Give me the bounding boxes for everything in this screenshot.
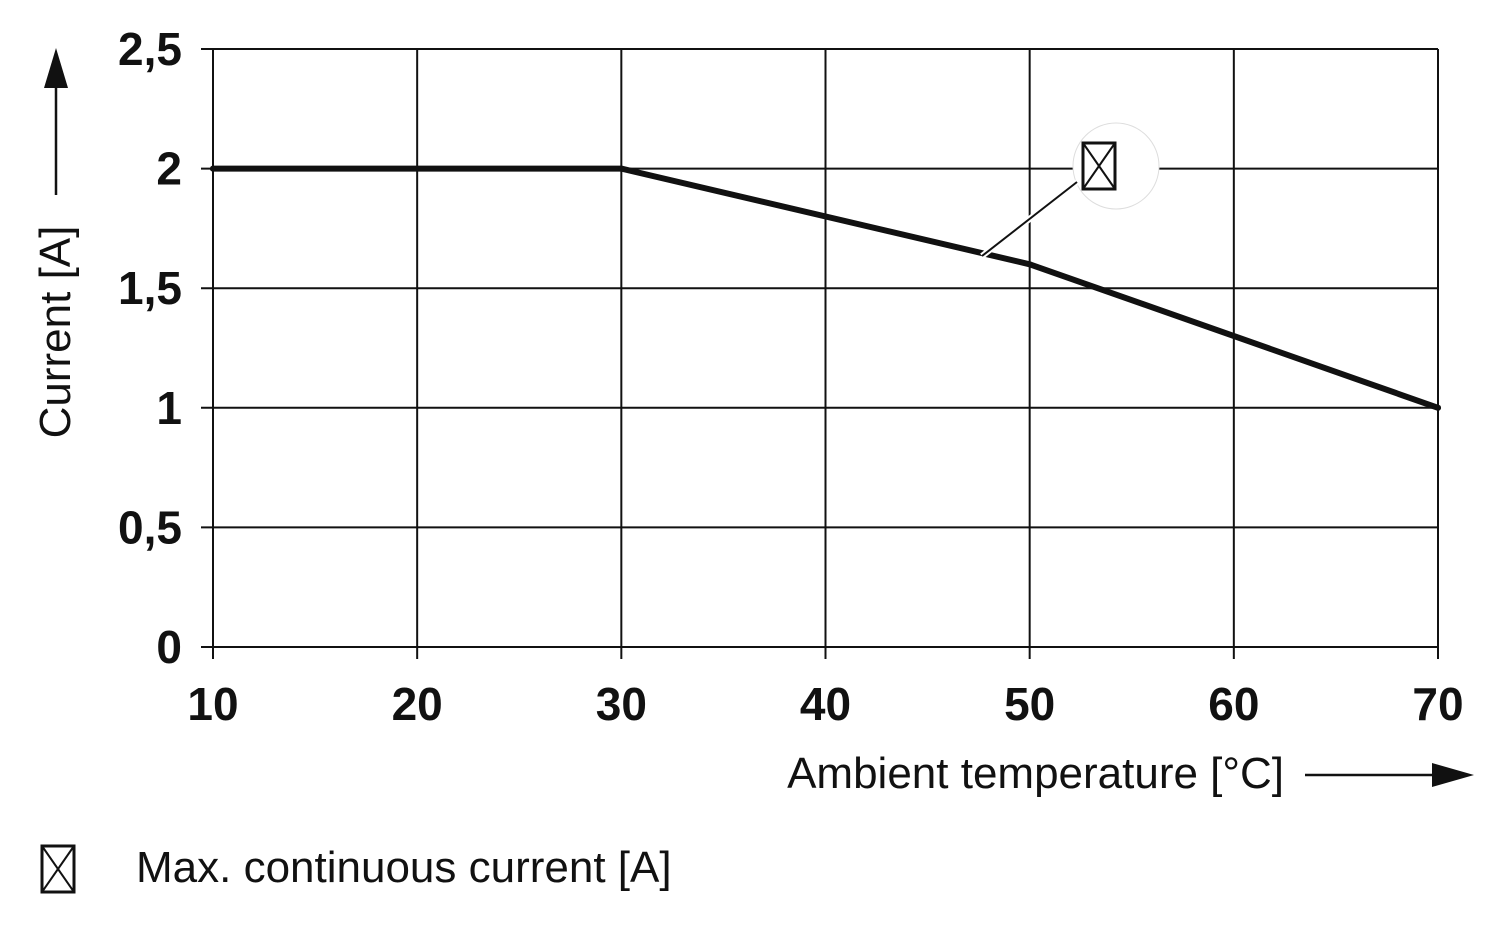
x-axis-title-group: Ambient temperature [°C] (787, 749, 1474, 798)
series-point-0-1 (618, 165, 625, 172)
series-point-0-2 (1026, 261, 1033, 268)
callout-leader-line-core (981, 181, 1078, 257)
series-callout (980, 122, 1160, 259)
x-box-icon (40, 844, 76, 894)
y-tick-label-1: 0,5 (118, 501, 182, 553)
series-point-0-0 (210, 165, 216, 172)
y-axis-title-group: Current [A] (31, 48, 80, 438)
x-tick-label-50: 50 (1004, 678, 1055, 730)
x-tick-label-70: 70 (1412, 678, 1463, 730)
y-tick-label-0: 0 (156, 621, 182, 673)
y-tick-labels: 0 0,5 1 1,5 2 2,5 (118, 23, 182, 673)
y-tick-label-4: 2 (156, 143, 182, 195)
x-tick-label-30: 30 (596, 678, 647, 730)
x-tick-label-20: 20 (392, 678, 443, 730)
y-tick-label-3: 1,5 (118, 262, 182, 314)
y-axis-label: Current [A] (31, 226, 80, 439)
series-point-0-3 (1435, 404, 1441, 411)
series-layer (210, 165, 1441, 411)
right-arrow-icon (1432, 763, 1474, 787)
horizontal-gridlines (201, 48, 1438, 648)
x-box-icon (1081, 141, 1117, 191)
y-tick-label-2: 1 (156, 382, 182, 434)
vertical-gridlines (212, 49, 1439, 659)
legend-entry-label: Max. continuous current [A] (136, 843, 672, 892)
x-tick-label-60: 60 (1208, 678, 1259, 730)
x-tick-label-40: 40 (800, 678, 851, 730)
up-arrow-icon (44, 48, 68, 88)
x-tick-labels: 10 20 30 40 50 60 70 (187, 678, 1463, 730)
x-tick-label-10: 10 (187, 678, 238, 730)
legend: Max. continuous current [A] (40, 843, 672, 894)
x-axis-label: Ambient temperature [°C] (787, 749, 1284, 798)
series-line-0 (210, 165, 1441, 411)
y-tick-label-5: 2,5 (118, 23, 182, 75)
